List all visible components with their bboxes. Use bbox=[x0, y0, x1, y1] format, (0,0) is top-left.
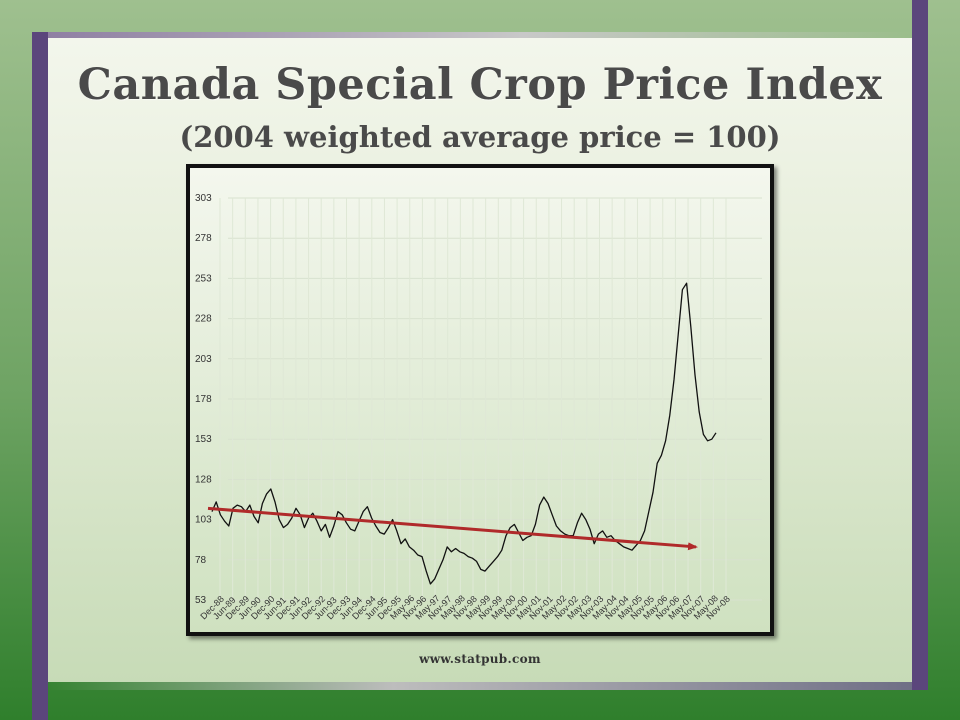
slide-title: Canada Special Crop Price Index bbox=[77, 60, 883, 110]
y-tick-label: 103 bbox=[195, 515, 212, 526]
slide-subtitle: (2004 weighted average price = 100) bbox=[179, 120, 781, 154]
grid-lines bbox=[219, 197, 762, 601]
y-tick-label: 203 bbox=[195, 354, 212, 365]
source-url: www.statpub.com bbox=[419, 652, 541, 666]
left-accent-bar bbox=[32, 32, 48, 720]
price-index-line bbox=[211, 282, 717, 585]
plot-background bbox=[190, 168, 770, 632]
y-tick-label: 128 bbox=[195, 474, 212, 485]
trend-arrow bbox=[207, 506, 698, 551]
y-tick-label: 253 bbox=[195, 273, 212, 284]
y-tick-label: 78 bbox=[195, 555, 207, 566]
y-tick-label: 303 bbox=[195, 193, 212, 204]
y-tick-labels: 53 78 103 128 153 178 203 228 253 278 303 bbox=[195, 193, 212, 606]
y-tick-label: 228 bbox=[195, 314, 212, 325]
y-tick-label: 153 bbox=[195, 434, 212, 445]
bottom-divider bbox=[48, 682, 912, 690]
right-accent-bar bbox=[912, 0, 928, 690]
y-tick-label: 53 bbox=[195, 595, 207, 606]
y-tick-label: 278 bbox=[195, 233, 212, 244]
y-tick-label: 178 bbox=[195, 394, 212, 405]
top-divider bbox=[48, 32, 912, 38]
